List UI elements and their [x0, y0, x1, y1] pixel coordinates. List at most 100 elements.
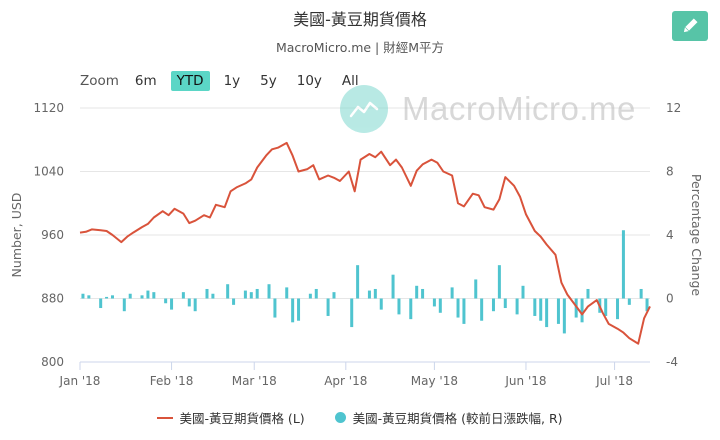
- column-bar: [110, 295, 114, 299]
- x-tick-label: Mar '18: [232, 374, 277, 388]
- column-bar: [164, 298, 168, 304]
- watermark: MacroMicro.me: [340, 84, 636, 134]
- column-bar: [438, 298, 442, 313]
- column-bar: [497, 265, 501, 299]
- column-bar: [627, 298, 631, 305]
- column-bar: [81, 293, 85, 299]
- column-bar: [556, 298, 560, 324]
- y-left-tick-label: 800: [41, 355, 64, 369]
- column-bar: [373, 288, 377, 299]
- x-tick-label: Jul '18: [595, 374, 633, 388]
- column-bar: [562, 298, 566, 334]
- zoom-5y-button[interactable]: 5y: [260, 73, 277, 89]
- edit-button[interactable]: [672, 11, 708, 41]
- column-bar: [249, 292, 253, 299]
- chart-subtitle: MacroMicro.me | 財經M平方: [275, 40, 445, 55]
- pencil-icon: [683, 18, 698, 33]
- column-bar: [480, 298, 484, 321]
- y-right-tick-label: 4: [666, 228, 674, 242]
- column-bar: [226, 284, 230, 299]
- legend-item-price[interactable]: 美國-黃豆期貨價格 (L): [157, 408, 305, 427]
- legend-label-change: 美國-黃豆期貨價格 (較前日漲跌幅, R): [352, 411, 563, 426]
- y-right-tick-label: 8: [666, 165, 674, 179]
- column-bar: [639, 288, 643, 299]
- x-tick-label: Jan '18: [59, 374, 101, 388]
- column-bar: [462, 298, 466, 324]
- column-bar: [415, 285, 419, 299]
- column-bar: [604, 298, 608, 316]
- column-bar: [332, 292, 336, 299]
- column-bar: [181, 292, 185, 299]
- column-bar: [491, 298, 495, 312]
- column-bar: [267, 284, 271, 299]
- column-bar: [146, 290, 150, 299]
- y-left-tick-label: 960: [41, 228, 64, 242]
- legend: 美國-黃豆期貨價格 (L) 美國-黃豆期貨價格 (較前日漲跌幅, R): [0, 408, 720, 427]
- column-bar: [391, 274, 395, 299]
- column-bar: [140, 295, 144, 299]
- column-bar: [521, 285, 525, 299]
- legend-item-change[interactable]: 美國-黃豆期貨價格 (較前日漲跌幅, R): [334, 408, 563, 427]
- column-bar: [645, 298, 649, 312]
- column-bar: [297, 298, 301, 321]
- column-bar: [308, 293, 312, 299]
- column-bar: [314, 288, 318, 299]
- zoom-label: Zoom: [80, 73, 119, 89]
- column-bar: [205, 288, 209, 299]
- column-bar: [187, 298, 191, 307]
- column-bar: [616, 298, 620, 320]
- column-bar: [170, 298, 174, 310]
- column-bar: [356, 265, 360, 299]
- y-left-axis-title: Number, USD: [9, 193, 24, 278]
- legend-label-price: 美國-黃豆期貨價格 (L): [179, 411, 305, 426]
- column-bar: [503, 298, 507, 309]
- zoom-6m-button[interactable]: 6m: [134, 73, 157, 89]
- y-left-tick-label: 880: [41, 292, 64, 306]
- column-bar: [105, 296, 109, 299]
- column-bar: [99, 298, 103, 309]
- column-bar: [232, 298, 236, 305]
- chart-title: 美國-黃豆期貨價格: [293, 10, 427, 29]
- legend-line-swatch: [157, 416, 174, 419]
- column-bar: [326, 298, 330, 316]
- x-tick-label: May '18: [411, 374, 458, 388]
- x-tick-label: Feb '18: [150, 374, 194, 388]
- column-bar: [285, 287, 289, 299]
- column-bar: [539, 298, 543, 321]
- y-right-tick-label: 0: [666, 292, 674, 306]
- column-bar: [122, 298, 126, 312]
- column-bar: [621, 230, 625, 299]
- column-bar: [255, 288, 259, 299]
- column-bar: [586, 288, 590, 299]
- y-left-tick-label: 1120: [33, 101, 64, 115]
- column-bar: [580, 298, 584, 323]
- column-bar: [533, 298, 537, 316]
- column-bar: [450, 287, 454, 299]
- column-bar: [379, 298, 383, 310]
- zoom-10y-button[interactable]: 10y: [296, 73, 322, 89]
- y-right-tick-label: 12: [666, 101, 681, 115]
- column-bar: [409, 298, 413, 320]
- column-bar: [515, 298, 519, 315]
- column-bar: [456, 298, 460, 318]
- zoom-bar: Zoom 6m YTD 1y 5y 10y All: [80, 70, 373, 92]
- column-bar: [367, 290, 371, 299]
- zoom-1y-button[interactable]: 1y: [223, 73, 241, 89]
- column-bar: [421, 288, 425, 299]
- column-bar: [474, 279, 478, 299]
- column-bar: [291, 298, 295, 323]
- column-bar: [432, 298, 436, 307]
- y-right-axis-title: Percentage Change: [689, 174, 704, 296]
- column-bar: [211, 293, 215, 299]
- y-right-tick-label: -4: [666, 355, 678, 369]
- y-left-tick-label: 1040: [33, 165, 64, 179]
- watermark-logo-icon: [340, 85, 388, 133]
- zoom-ytd-button[interactable]: YTD: [170, 71, 210, 91]
- column-bar: [87, 295, 91, 299]
- column-bar: [350, 298, 354, 328]
- watermark-text: MacroMicro.me: [402, 90, 636, 127]
- column-bar: [193, 298, 197, 312]
- zoom-all-button[interactable]: All: [341, 73, 359, 89]
- column-bar: [152, 292, 156, 299]
